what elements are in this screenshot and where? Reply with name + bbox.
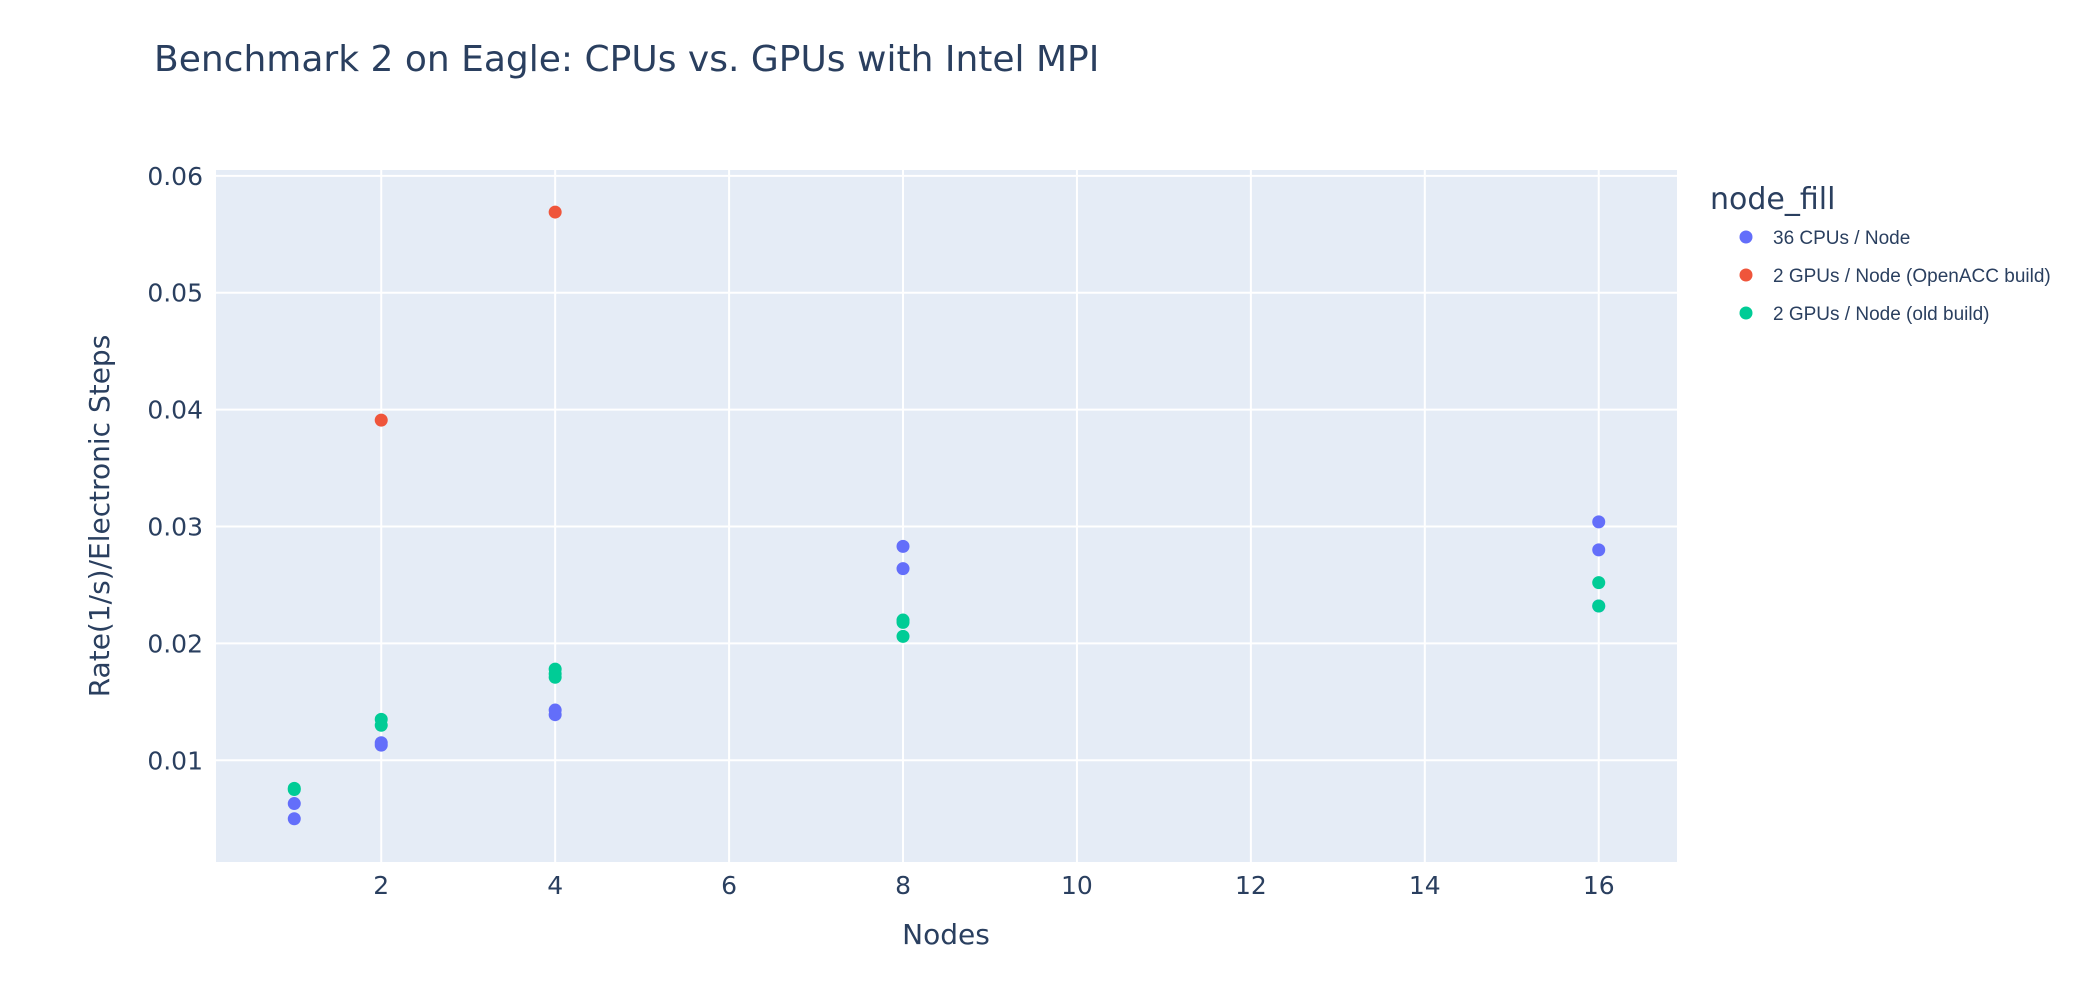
data-point xyxy=(1592,515,1606,529)
x-tick-label: 12 xyxy=(1235,871,1267,900)
legend-label: 36 CPUs / Node xyxy=(1773,228,1910,249)
data-point xyxy=(896,629,910,643)
legend[interactable]: node_fill 36 CPUs / Node 2 GPUs / Node (O… xyxy=(1710,182,2051,325)
data-point xyxy=(287,812,301,826)
legend-item[interactable]: 2 GPUs / Node (old build) xyxy=(1739,304,1990,325)
x-tick-label: 16 xyxy=(1583,871,1615,900)
legend-item[interactable]: 2 GPUs / Node (OpenACC build) xyxy=(1739,266,2051,287)
data-point xyxy=(896,613,910,627)
chart-title: Benchmark 2 on Eagle: CPUs vs. GPUs with… xyxy=(154,39,1099,80)
y-tick-label: 0.06 xyxy=(147,162,203,191)
grid-lines xyxy=(216,170,1677,862)
x-axis-ticks: 2 4 6 8 10 12 14 16 xyxy=(373,871,1614,900)
x-tick-label: 8 xyxy=(895,871,911,900)
data-point xyxy=(1592,599,1606,613)
data-point xyxy=(896,539,910,553)
data-point xyxy=(896,562,910,576)
y-tick-label: 0.03 xyxy=(147,513,203,542)
data-point xyxy=(548,662,562,676)
x-tick-label: 2 xyxy=(373,871,389,900)
data-point xyxy=(287,781,301,795)
y-tick-label: 0.02 xyxy=(147,629,203,658)
legend-label: 2 GPUs / Node (OpenACC build) xyxy=(1773,266,2051,287)
legend-item[interactable]: 36 CPUs / Node xyxy=(1739,228,1911,249)
x-tick-label: 14 xyxy=(1409,871,1441,900)
legend-marker xyxy=(1739,306,1753,320)
legend-title: node_fill xyxy=(1710,182,1835,217)
data-point xyxy=(374,413,388,427)
data-point xyxy=(548,703,562,717)
data-point xyxy=(1592,543,1606,557)
y-tick-label: 0.04 xyxy=(147,396,203,425)
x-tick-label: 6 xyxy=(721,871,737,900)
data-point xyxy=(287,797,301,811)
y-axis-ticks: 0.01 0.02 0.03 0.04 0.05 0.06 xyxy=(147,162,203,775)
legend-label: 2 GPUs / Node (old build) xyxy=(1773,304,1990,325)
data-point xyxy=(374,736,388,750)
data-point xyxy=(374,712,388,726)
legend-marker xyxy=(1739,230,1753,244)
legend-marker xyxy=(1739,268,1753,282)
x-tick-label: 4 xyxy=(547,871,563,900)
y-tick-label: 0.01 xyxy=(147,746,203,775)
data-point xyxy=(548,205,562,219)
plot-area xyxy=(216,170,1677,862)
y-axis-title: Rate(1/s)/Electronic Steps xyxy=(83,335,116,698)
x-axis-title: Nodes xyxy=(902,918,990,951)
data-points xyxy=(287,205,1606,826)
data-point xyxy=(1592,576,1606,590)
x-tick-label: 10 xyxy=(1061,871,1093,900)
y-tick-label: 0.05 xyxy=(147,279,203,308)
